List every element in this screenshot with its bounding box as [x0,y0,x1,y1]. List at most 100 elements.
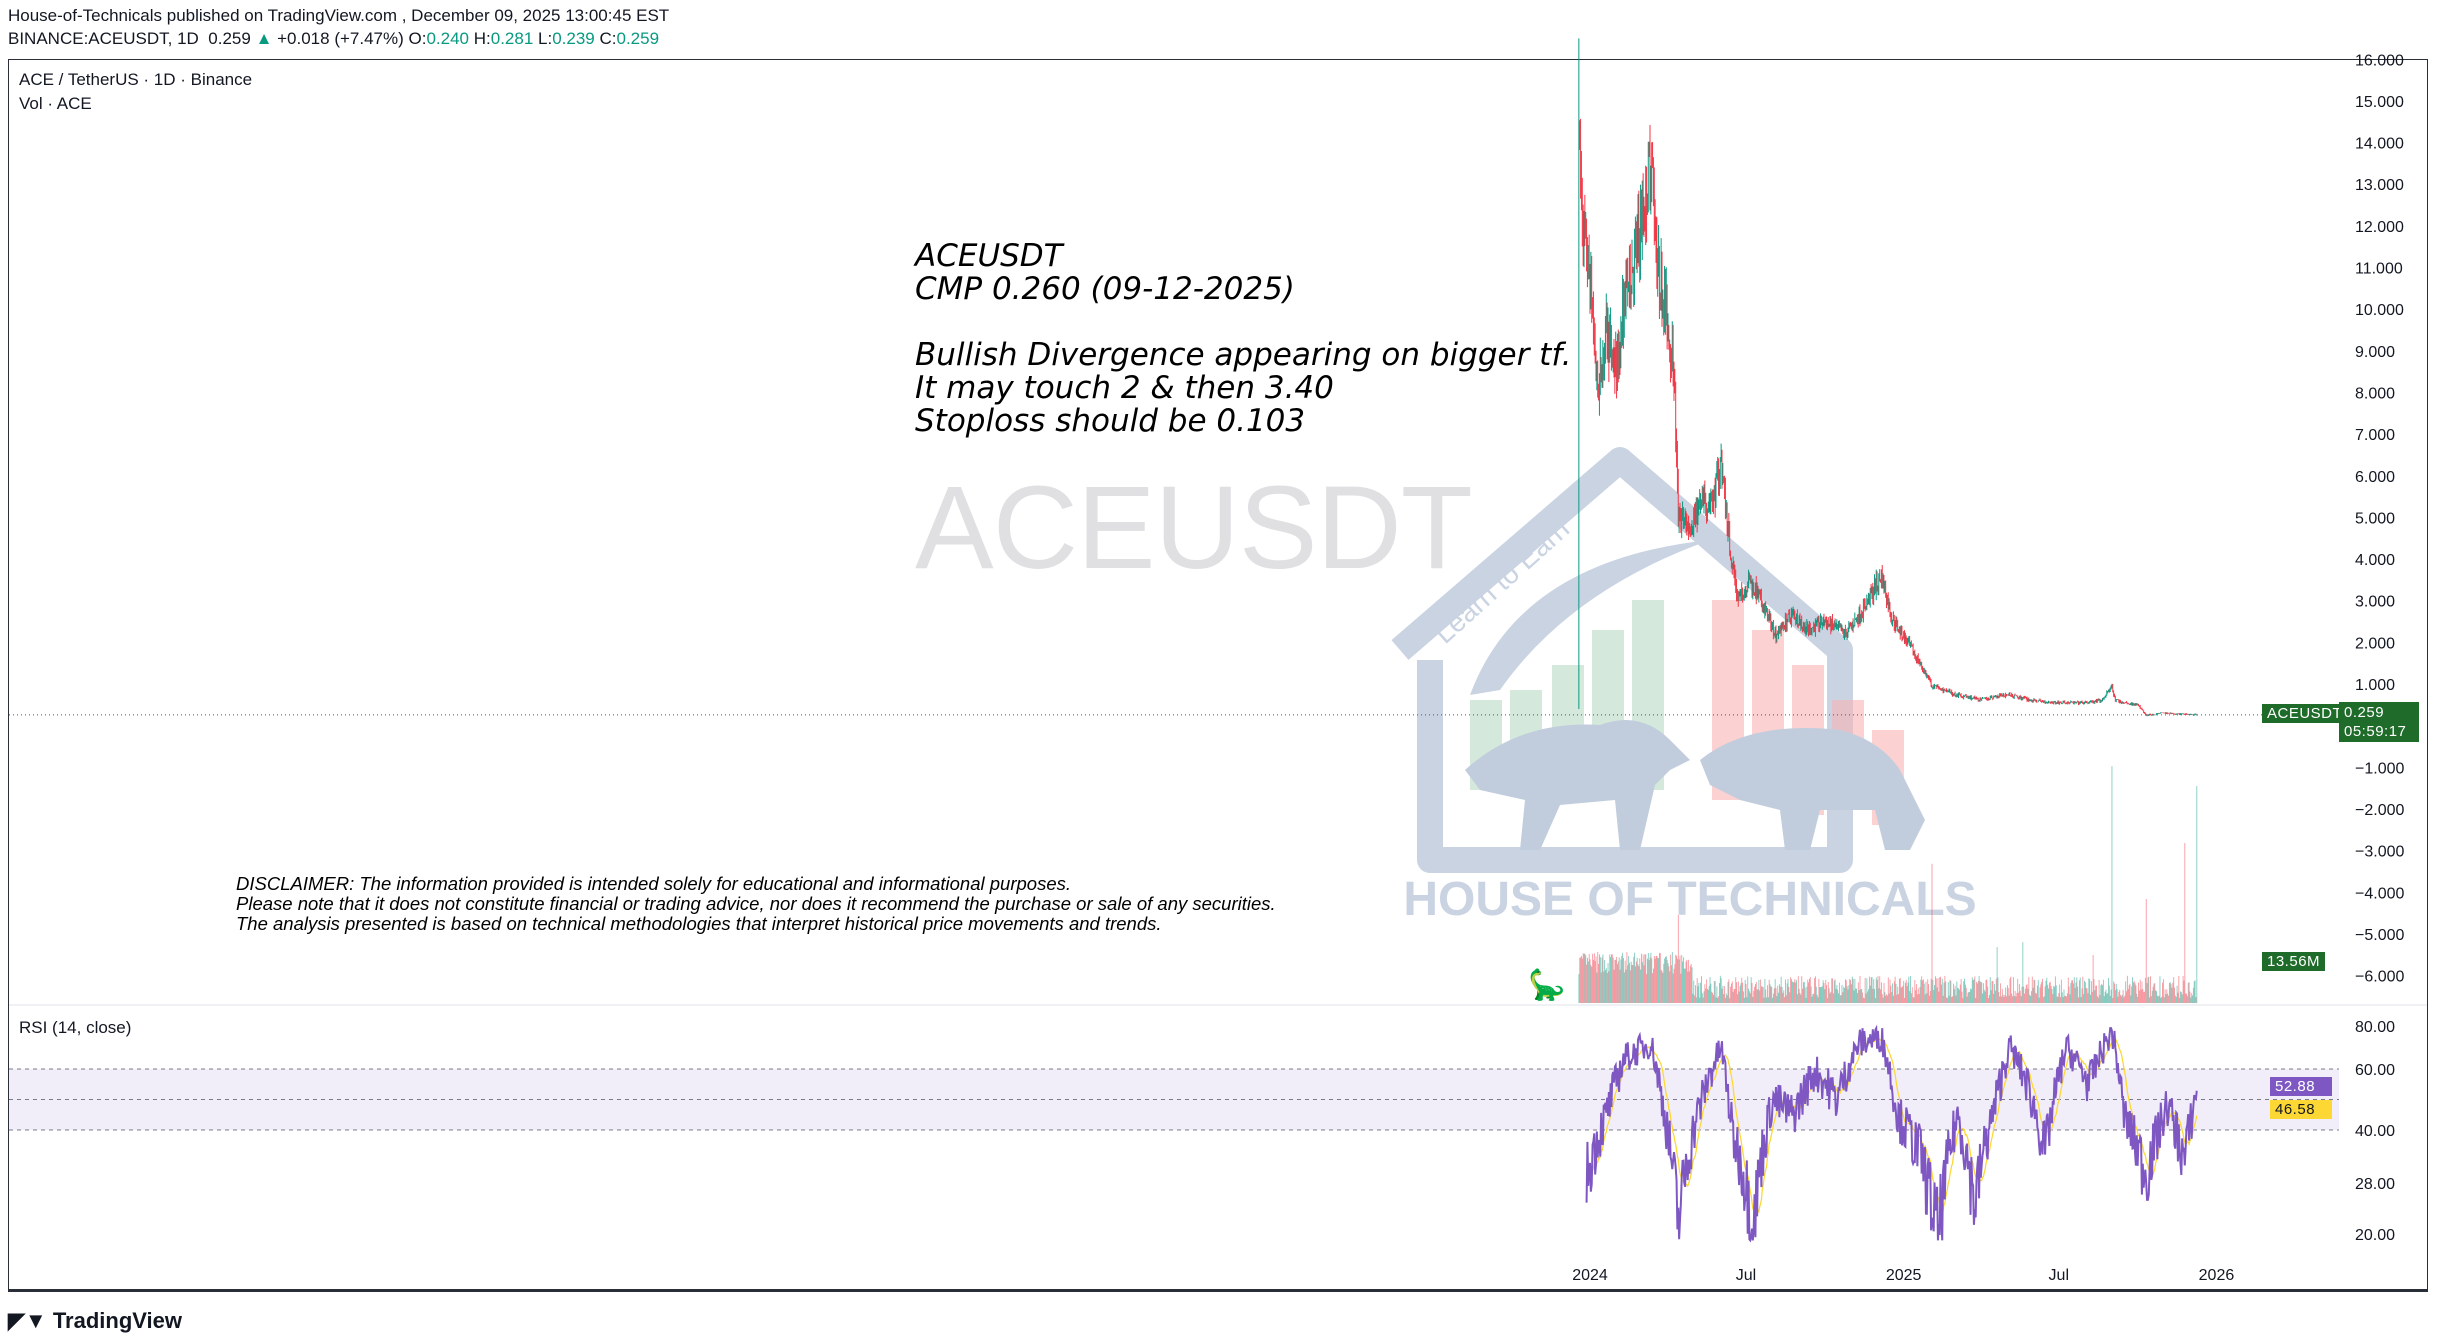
volume-bar [2017,978,2019,1003]
volume-bar [2004,995,2006,1003]
volume-bar [1957,987,1959,1003]
volume-bar [2009,978,2011,1003]
open-label: O: [408,29,427,48]
volume-bar [2028,977,2030,1003]
chart-legend-title[interactable]: ACE / TetherUS · 1D · Binance [19,70,253,89]
volume-bar [1657,957,1659,1003]
volume-bar [2011,993,2013,1003]
volume-bar [1894,976,1896,1003]
volume-bar [1868,989,1870,1003]
volume-bar [2075,982,2077,1003]
volume-bar [1675,954,1677,1003]
volume-bar [1659,952,1660,1003]
volume-bar [1667,963,1669,1003]
volume-bar [1896,994,1898,1003]
volume-bar [1856,988,1858,1003]
volume-bar [2189,991,2191,1003]
volume-bar [1939,977,1941,1003]
volume-bar [2023,986,2025,1003]
volume-bar [2102,985,2103,1003]
volume-bar [2000,996,2002,1003]
volume-legend[interactable]: Vol · ACE [19,94,92,113]
volume-bar [1599,954,1600,1003]
volume-bar [2125,981,2127,1003]
volume-bar [2065,995,2067,1003]
volume-bar [1591,966,1593,1003]
volume-bar [1973,979,1975,1003]
volume-bar [1593,959,1594,1003]
volume-bar [2079,977,2081,1003]
volume-bar [2046,977,2048,1003]
volume-bar [1862,997,1864,1003]
volume-bar [2068,986,2070,1003]
volume-bar [2070,982,2072,1003]
volume-bar [1986,979,1988,1003]
volume-bar [2078,997,2079,1003]
volume-bar [1852,978,1854,1003]
volume-bar [1621,955,1623,1003]
volume-bar [1821,986,1823,1003]
rsi-axis-tick: 20.00 [2355,1227,2395,1244]
volume-bar [1759,990,1761,1003]
volume-bar [1635,966,1636,1003]
volume-bar [1695,985,1696,1003]
volume-bar [1732,991,1734,1003]
volume-bar [1796,980,1798,1003]
price-axis-tick: 1.000 [2355,677,2395,694]
volume-bar [2010,976,2012,1003]
volume-bar [1766,985,1768,1003]
volume-bar [2006,985,2008,1003]
volume-bar [1684,968,1686,1003]
volume-bar [1614,960,1616,1003]
volume-bar [1810,986,1812,1003]
volume-bar [1747,976,1749,1003]
volume-bar [2188,982,2190,1003]
volume-bar [1935,978,1937,1003]
volume-bar [2049,981,2051,1003]
volume-bar [1683,957,1684,1003]
volume-bar [2089,979,2091,1003]
volume-bar [1707,989,1709,1003]
volume-bar [1823,983,1825,1003]
volume-bar [1608,971,1610,1003]
volume-bar [2102,979,2104,1003]
rsi-ma-value-label: 46.58 [2270,1100,2332,1119]
volume-bar [1956,981,1958,1003]
volume-bar [2050,986,2052,1003]
volume-bar [2064,995,2066,1003]
volume-bar [1889,979,1891,1003]
volume-bar [2099,995,2101,1003]
volume-bar [1929,991,1931,1003]
volume-bar [2067,977,2069,1003]
volume-bar [1734,989,1736,1003]
volume-bar [1605,968,1607,1003]
volume-bar [1814,978,1816,1003]
chart-frame[interactable] [8,59,2428,1292]
price-axis-tick: 10.000 [2355,302,2404,319]
volume-bar [1825,979,1827,1003]
volume-bar [1811,996,1813,1003]
tradingview-logo[interactable]: ◤▼ TradingView [8,1308,182,1334]
volume-bar [2152,986,2154,1003]
volume-bar [2155,990,2157,1003]
volume-bar [2018,984,2020,1003]
volume-bar [2179,997,2181,1003]
volume-bar [1958,989,1960,1003]
volume-bar [1844,988,1846,1003]
volume-bar [1962,998,1964,1003]
volume-bar [2148,976,2150,1003]
volume-bar [2076,977,2078,1003]
volume-bar [1778,984,1780,1003]
volume-bar [1924,994,1926,1003]
rsi-axis-tick: 28.00 [2355,1176,2395,1193]
volume-bar [2069,994,2071,1003]
volume-bar [2124,995,2126,1003]
volume-bar [2114,990,2116,1003]
volume-bar [2132,982,2134,1003]
rsi-legend[interactable]: RSI (14, close) [19,1018,132,1037]
volume-bar [1767,997,1769,1003]
volume-bar [1598,963,1600,1003]
volume-bar [1844,979,1846,1003]
volume-bar [1629,970,1631,1003]
